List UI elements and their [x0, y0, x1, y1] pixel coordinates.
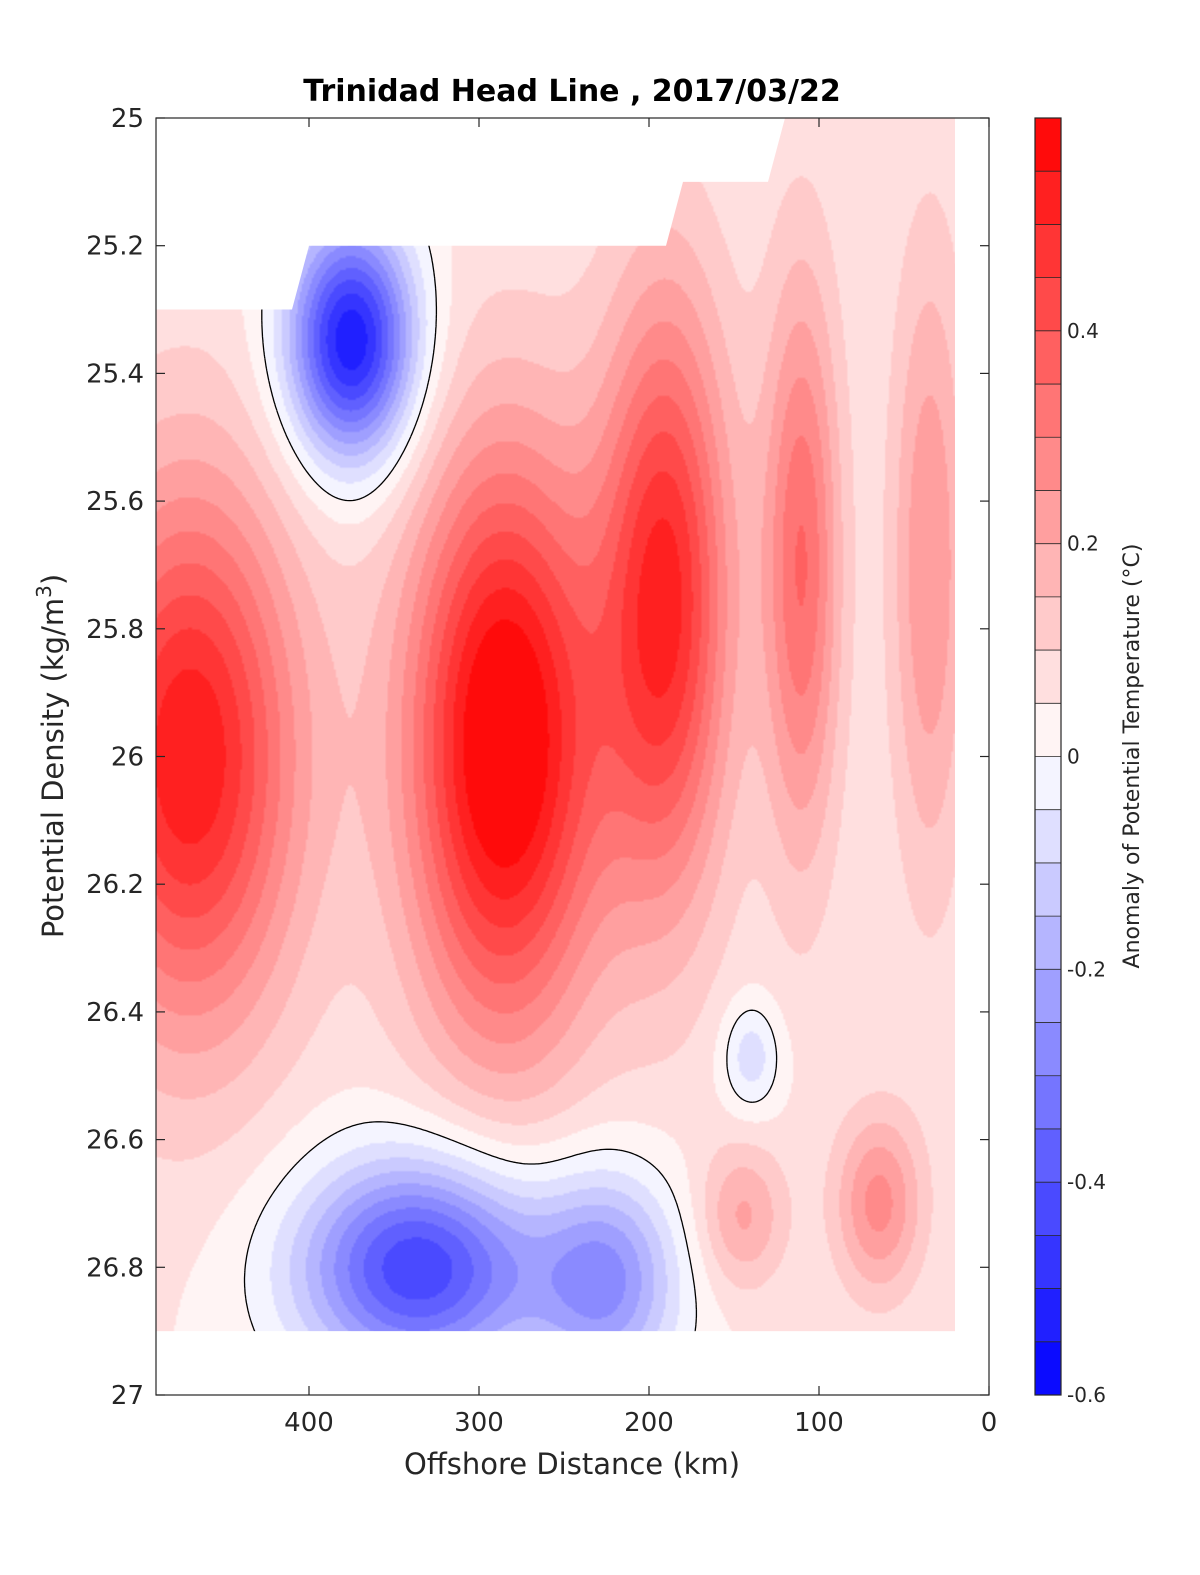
colorbar-band	[1035, 437, 1061, 491]
colorbar-band	[1035, 1128, 1061, 1183]
colorbar-bands	[1035, 118, 1061, 1396]
y-tick-label: 26.8	[86, 1253, 144, 1283]
colorbar-ticks: 0.4 0.2 0 -0.2 -0.4 -0.6	[1067, 319, 1106, 1407]
colorbar-band	[1035, 969, 1061, 1023]
y-tick-label: 26	[111, 743, 144, 773]
colorbar-band	[1035, 862, 1061, 917]
x-tick-label: 400	[284, 1408, 334, 1438]
colorbar-band	[1035, 650, 1061, 704]
plot-area: 400 300 200 100 0 25 25.2 25.4 25.6 25.8 26 26.2 26…	[86, 104, 997, 1438]
y-axis-title-close: )	[36, 574, 70, 585]
colorbar-band	[1035, 384, 1061, 438]
colorbar-band	[1035, 703, 1061, 757]
colorbar-frame	[1034, 117, 1062, 1396]
colorbar-tick-label: 0	[1067, 745, 1080, 769]
y-tick-label: 27	[111, 1381, 144, 1411]
colorbar: 0.4 0.2 0 -0.2 -0.4 -0.6 Anomaly of Potential…	[1034, 117, 1145, 1407]
y-axis-title: Potential Density (kg/m3)	[32, 574, 70, 938]
y-tick-label: 25.8	[86, 615, 144, 645]
y-tick-label: 25.4	[86, 359, 144, 389]
colorbar-band	[1035, 543, 1061, 598]
colorbar-band	[1035, 916, 1061, 970]
colorbar-band	[1035, 224, 1061, 278]
colorbar-tick-label: -0.2	[1067, 957, 1106, 981]
heatmap	[156, 118, 955, 1332]
x-tick-label: 300	[454, 1408, 504, 1438]
colorbar-title: Anomaly of Potential Temperature (°C)	[1120, 544, 1145, 969]
y-tick-label: 25	[111, 104, 144, 134]
colorbar-band	[1035, 171, 1061, 225]
colorbar-band	[1035, 809, 1061, 864]
colorbar-band	[1035, 1022, 1061, 1077]
colorbar-band	[1035, 596, 1061, 651]
y-tick-label: 25.6	[86, 487, 144, 517]
heatmap-image	[156, 118, 955, 1332]
colorbar-tick-label: 0.4	[1067, 319, 1099, 343]
y-axis-title-sup: 3	[32, 585, 56, 598]
x-tick-label: 100	[794, 1408, 844, 1438]
x-tick-label: 0	[981, 1408, 998, 1438]
y-tick-label: 26.4	[86, 998, 144, 1028]
y-axis-ticks: 25 25.2 25.4 25.6 25.8 26 26.2 26.4 26.6 26.8 27	[86, 104, 989, 1411]
y-tick-label: 26.2	[86, 870, 144, 900]
chart-title: Trinidad Head Line , 2017/03/22	[303, 74, 840, 109]
colorbar-band	[1035, 1235, 1061, 1289]
colorbar-band	[1035, 1182, 1061, 1236]
y-tick-label: 25.2	[86, 232, 144, 262]
colorbar-band	[1035, 1075, 1061, 1130]
colorbar-tick-label: 0.2	[1067, 532, 1099, 556]
colorbar-band	[1035, 490, 1061, 544]
x-axis-title: Offshore Distance (km)	[404, 1447, 740, 1481]
y-tick-label: 26.6	[86, 1126, 144, 1156]
x-tick-label: 200	[624, 1408, 674, 1438]
colorbar-band	[1035, 118, 1061, 172]
x-axis-ticks: 400 300 200 100 0	[284, 118, 997, 1438]
colorbar-band	[1035, 277, 1061, 332]
colorbar-tick-label: -0.6	[1067, 1383, 1106, 1407]
colorbar-band	[1035, 330, 1061, 385]
colorbar-band	[1035, 1341, 1061, 1396]
y-axis-title-base: Potential Density (kg/m	[36, 598, 70, 938]
colorbar-tick-label: -0.4	[1067, 1170, 1106, 1194]
colorbar-band	[1035, 756, 1061, 811]
colorbar-band	[1035, 1288, 1061, 1343]
